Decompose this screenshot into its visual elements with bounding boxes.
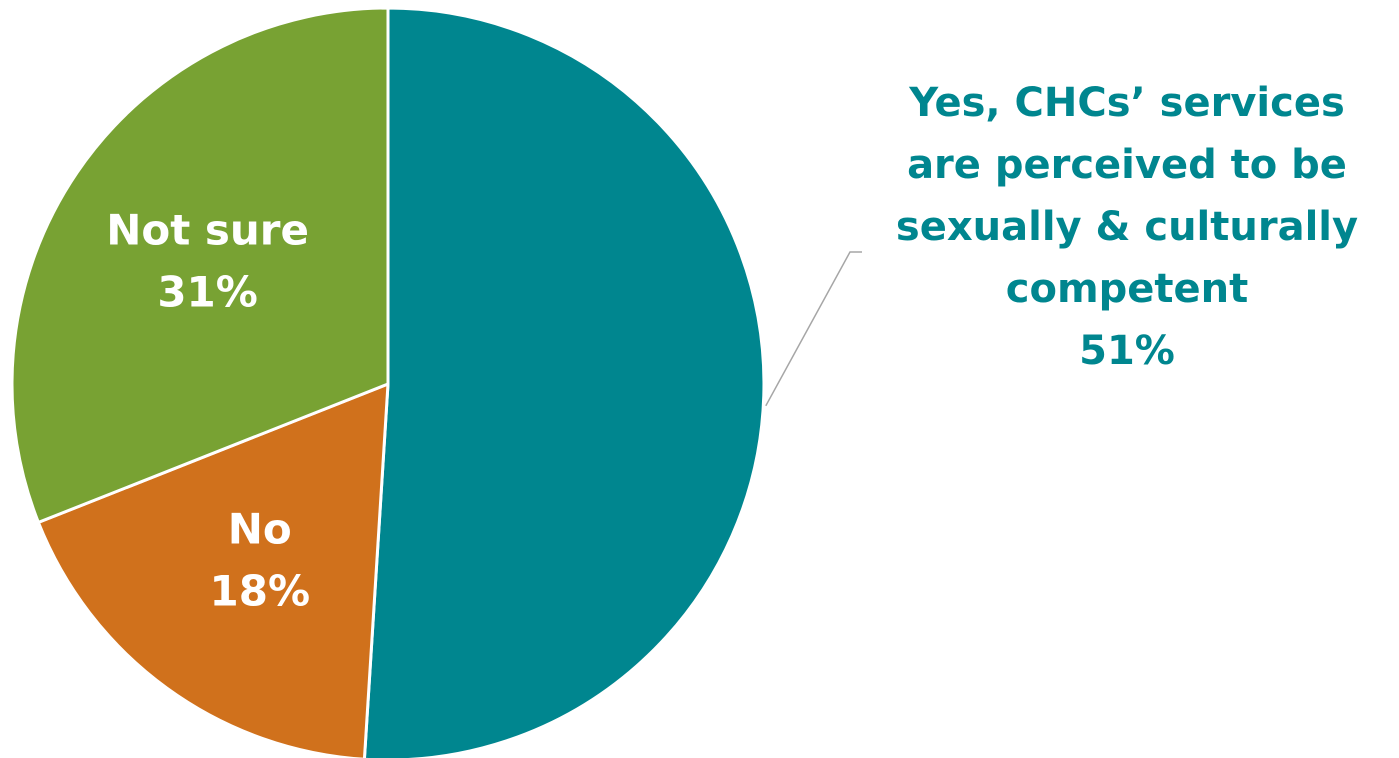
slice-label-no: No [228,504,292,553]
slice-label-yes: competent [1006,266,1248,312]
slice-label-yes: sexually & culturally [896,204,1358,250]
slice-label-yes: Yes, CHCs’ services [908,80,1345,126]
pie-slice-no [36,382,390,758]
pie-slices [10,6,766,758]
leader-lines [765,251,862,407]
slice-label-yes: are perceived to be [907,142,1347,188]
pie-slice-yes [362,6,766,758]
pie-slice-not-sure [10,6,390,524]
leader-line-yes [765,251,862,407]
slice-value-label-no: 18% [210,566,311,615]
slice-value-label-yes: 51% [1079,328,1175,374]
slice-labels: Yes, CHCs’ services are perceived to be se… [106,80,1358,615]
slice-label-not-sure: Not sure [106,205,309,254]
slice-value-label-not-sure: 31% [157,267,258,316]
